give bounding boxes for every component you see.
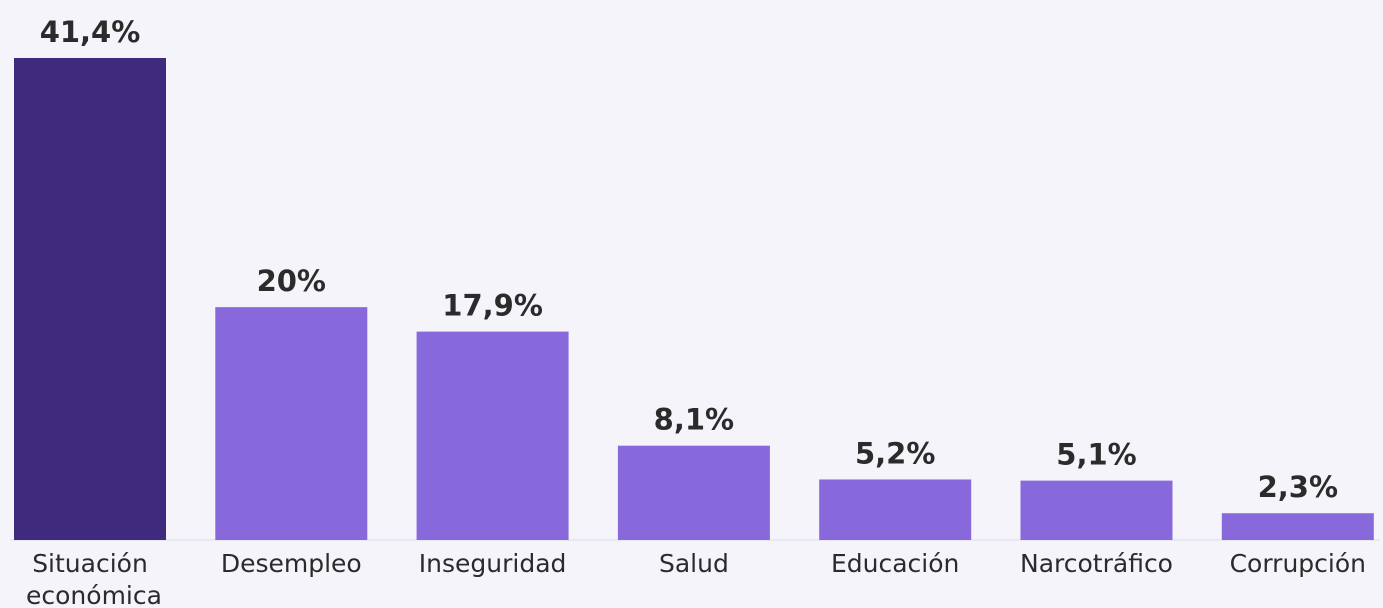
x-tick-label: Corrupción — [1230, 549, 1366, 578]
value-label: 41,4% — [40, 15, 141, 49]
x-tick-label: Salud — [659, 549, 729, 578]
x-tick-label: Inseguridad — [419, 549, 567, 578]
value-label: 5,1% — [1056, 438, 1136, 472]
value-label: 17,9% — [442, 289, 543, 323]
x-tick-label: Educación — [831, 549, 959, 578]
bar — [617, 445, 770, 540]
bar — [1020, 480, 1173, 540]
value-label: 20% — [257, 264, 326, 298]
bar — [1221, 513, 1374, 540]
bar — [416, 331, 569, 540]
value-label: 8,1% — [654, 403, 734, 437]
value-label: 2,3% — [1258, 470, 1338, 504]
bar — [14, 58, 166, 540]
x-tick-label: Situación económica — [18, 549, 162, 608]
x-tick-label: Narcotráfico — [1020, 549, 1173, 578]
value-label: 5,2% — [855, 436, 935, 470]
x-tick-label: Desempleo — [221, 549, 362, 578]
bar — [819, 479, 972, 540]
bar — [215, 307, 368, 540]
